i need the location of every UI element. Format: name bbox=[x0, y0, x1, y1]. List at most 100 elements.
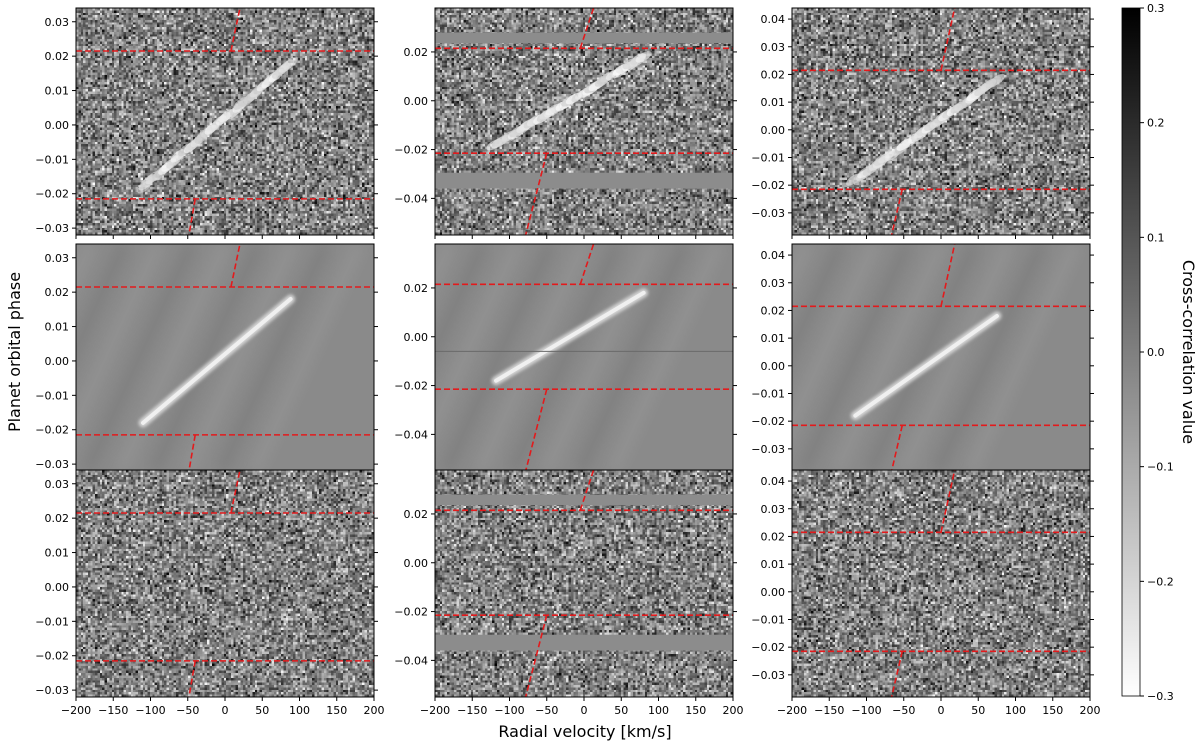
x-tick-label: −150 bbox=[98, 704, 128, 717]
x-tick-label: 100 bbox=[289, 704, 310, 717]
y-tick-label: 0.00 bbox=[404, 557, 429, 570]
x-axis-label: Radial velocity [km/s] bbox=[498, 722, 671, 741]
x-tick-label: −50 bbox=[176, 704, 199, 717]
panel-image bbox=[792, 8, 1090, 235]
y-tick-label: 0.02 bbox=[45, 512, 70, 525]
trail-speck bbox=[635, 51, 652, 63]
model-ripple bbox=[435, 244, 524, 440]
y-tick-label: 0.00 bbox=[45, 355, 70, 368]
model-ripple bbox=[76, 244, 131, 367]
colorbar-tick-label: −0.2 bbox=[1147, 575, 1174, 588]
y-tick-label: 0.01 bbox=[45, 547, 70, 560]
panel-data-1: 0.03 0.02 0.01 0.00 −0.01 −0.02 −0.03 bbox=[35, 7, 378, 239]
model-ripple bbox=[792, 244, 881, 440]
y-tick-label: −0.01 bbox=[35, 153, 69, 166]
x-tick-label: −50 bbox=[892, 704, 915, 717]
model-ripple bbox=[830, 244, 948, 471]
x-tick-label: 150 bbox=[1042, 704, 1063, 717]
x-tick-label: 150 bbox=[685, 704, 706, 717]
x-tick-label: 100 bbox=[648, 704, 669, 717]
stellar-track-line bbox=[940, 8, 956, 71]
panel-model-3: 0.04 0.03 0.02 0.01 0.00 −0.01 −0.02 −0.03 bbox=[751, 243, 1094, 475]
stellar-track-line bbox=[579, 8, 595, 49]
panel-image bbox=[76, 470, 374, 697]
y-tick-label: −0.03 bbox=[35, 684, 69, 697]
trail-speck bbox=[279, 59, 294, 73]
panel-model-2: 0.02 0.00 −0.02 −0.04 bbox=[394, 243, 737, 475]
model-ripple bbox=[573, 244, 691, 471]
x-tick-label: 50 bbox=[971, 704, 985, 717]
x-tick-label: −200 bbox=[777, 704, 807, 717]
y-tick-label: −0.02 bbox=[394, 606, 428, 619]
x-tick-label: 0 bbox=[581, 704, 588, 717]
y-tick-label: −0.02 bbox=[35, 424, 69, 437]
model-ripple bbox=[248, 244, 366, 471]
noise-map bbox=[435, 470, 733, 697]
y-tick-label: 0.03 bbox=[45, 478, 70, 491]
y-tick-label: −0.01 bbox=[35, 615, 69, 628]
model-background bbox=[435, 244, 733, 471]
model-ripple bbox=[930, 244, 1048, 471]
x-tick-label: 150 bbox=[326, 704, 347, 717]
x-tick-label: 200 bbox=[1080, 704, 1101, 717]
y-tick-label: −0.02 bbox=[751, 179, 785, 192]
y-tick-label: 0.02 bbox=[45, 286, 70, 299]
panel-image bbox=[435, 470, 733, 697]
y-tick-label: 0.03 bbox=[761, 277, 786, 290]
y-tick-label: −0.03 bbox=[751, 669, 785, 682]
y-tick-label: 0.02 bbox=[404, 46, 429, 59]
y-tick-label: 0.02 bbox=[404, 282, 429, 295]
noise-map bbox=[435, 8, 733, 235]
y-tick-label: 0.04 bbox=[761, 249, 786, 262]
y-tick-label: −0.02 bbox=[751, 415, 785, 428]
colorbar-gradient bbox=[1121, 7, 1141, 697]
panel-residual-3: 0.040.030.020.010.00−0.01−0.02−0.03−200−… bbox=[751, 469, 1101, 717]
y-tick-label: 0.00 bbox=[45, 119, 70, 132]
planet-trail-core bbox=[853, 313, 999, 418]
y-tick-label: 0.04 bbox=[761, 475, 786, 488]
y-tick-label: 0.01 bbox=[45, 85, 70, 98]
y-tick-label: −0.03 bbox=[751, 443, 785, 456]
y-tick-label: −0.01 bbox=[751, 387, 785, 400]
y-tick-label: 0.02 bbox=[45, 50, 70, 63]
y-tick-label: −0.02 bbox=[35, 650, 69, 663]
y-tick-label: −0.04 bbox=[394, 192, 428, 205]
y-tick-label: 0.00 bbox=[761, 586, 786, 599]
trail-speck bbox=[989, 73, 1006, 87]
x-tick-label: −200 bbox=[420, 704, 450, 717]
panel-image bbox=[792, 470, 1090, 697]
y-tick-label: −0.03 bbox=[35, 222, 69, 235]
x-tick-label: −200 bbox=[61, 704, 91, 717]
model-ripple bbox=[792, 244, 847, 367]
y-tick-label: −0.02 bbox=[751, 641, 785, 654]
panel-grid: 0.03 0.02 0.01 0.00 −0.01 −0.02 −0.03 0.02 0.00 −… bbox=[35, 7, 1101, 717]
y-tick-label: −0.02 bbox=[394, 144, 428, 157]
model-ripple bbox=[506, 244, 624, 471]
panel-image bbox=[792, 244, 1090, 471]
y-tick-label: 0.01 bbox=[761, 96, 786, 109]
model-ripple bbox=[147, 244, 265, 471]
y-tick-label: −0.01 bbox=[751, 151, 785, 164]
model-ripple bbox=[863, 244, 981, 471]
model-ripple bbox=[796, 244, 914, 471]
colorbar-tick-label: −0.1 bbox=[1147, 461, 1174, 474]
colorbar: 0.3 0.2 0.1 0.0 −0.1 −0.2 −0.3 Cross-correlati… bbox=[1121, 2, 1198, 703]
y-tick-label: 0.04 bbox=[761, 13, 786, 26]
noise-map bbox=[76, 470, 374, 697]
colorbar-tick-label: 0.2 bbox=[1147, 117, 1165, 130]
model-ripple bbox=[76, 244, 165, 440]
y-tick-label: −0.01 bbox=[751, 613, 785, 626]
y-tick-label: −0.04 bbox=[394, 654, 428, 667]
x-tick-label: −100 bbox=[851, 704, 881, 717]
model-ripple bbox=[80, 244, 198, 471]
stellar-track-line bbox=[524, 153, 548, 235]
colorbar-ticks: 0.3 0.2 0.1 0.0 −0.1 −0.2 −0.3 bbox=[1140, 2, 1174, 703]
panel-data-3: 0.04 0.03 0.02 0.01 0.00 −0.01 −0.02 −0.03 bbox=[751, 7, 1094, 239]
panel-residual-2: 0.02 0.00 −0.02 −0.04 −200 −150 −100 −50 0 50 100 1… bbox=[394, 469, 744, 717]
masked-band bbox=[435, 172, 733, 189]
y-tick-label: −0.03 bbox=[35, 458, 69, 471]
x-tick-label: 0 bbox=[938, 704, 945, 717]
x-tick-label: −100 bbox=[135, 704, 165, 717]
panel-data-2: 0.02 0.00 −0.02 −0.04 bbox=[394, 7, 737, 239]
